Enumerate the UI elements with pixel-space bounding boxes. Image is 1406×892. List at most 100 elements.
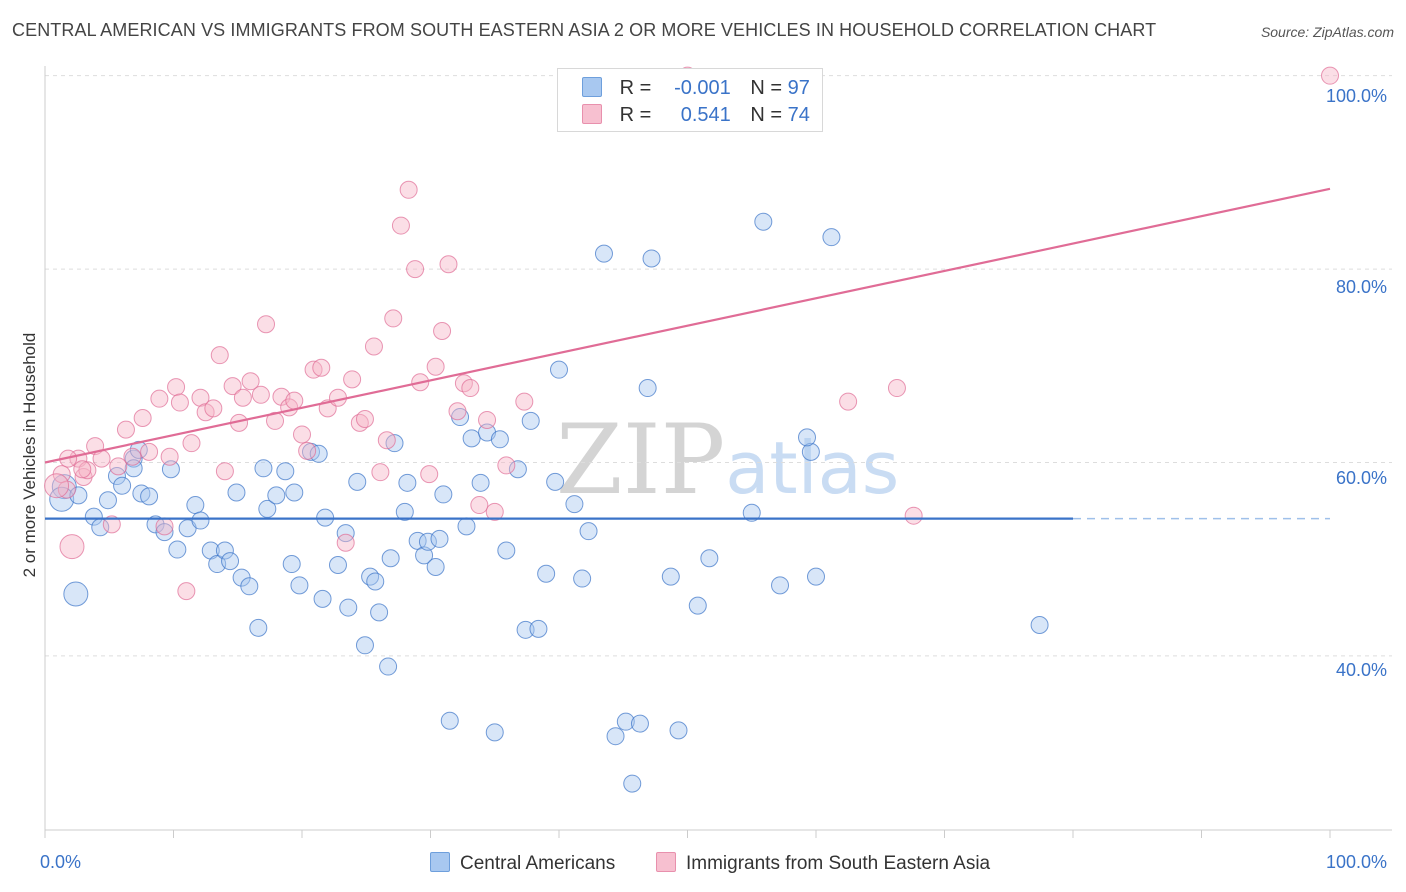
se-asia-trend-line — [44, 187, 1331, 464]
central-american-point-37 — [309, 444, 328, 463]
se-asia-point-46 — [364, 337, 383, 356]
central-american-point-70 — [529, 619, 548, 638]
central-american-point-17 — [168, 540, 187, 559]
se-asia-point-56 — [433, 321, 452, 340]
central-american-point-46 — [366, 572, 385, 591]
se-asia-point-52 — [406, 260, 425, 279]
se-asia-point-36 — [293, 425, 311, 444]
central-american-point-7 — [107, 467, 126, 486]
se-asia-point-19 — [177, 582, 196, 601]
legend-r-value: 0.541 — [680, 104, 731, 126]
se-asia-point-25 — [215, 462, 234, 481]
source-note: Source: ZipAtlas.com — [1260, 24, 1394, 40]
se-asia-point-67 — [839, 392, 858, 411]
se-asia-point-35 — [285, 391, 304, 410]
se-asia-point-9 — [109, 457, 128, 476]
central-american-point-8 — [113, 476, 132, 495]
y-axis-label: 2 or more Vehicles in Household — [20, 332, 39, 578]
se-asia-point-31 — [257, 315, 276, 334]
se-asia-point-70 — [1321, 66, 1339, 85]
se-asia-point-13 — [140, 442, 159, 461]
se-asia-point-62 — [478, 410, 497, 429]
central-american-point-50 — [398, 473, 417, 492]
se-asia-point-8 — [102, 515, 121, 534]
central-american-point-39 — [313, 589, 332, 608]
se-asia-point-16 — [160, 447, 179, 466]
se-asia-point-47 — [371, 463, 390, 482]
central-american-point-34 — [285, 483, 304, 502]
central-american-point-67 — [508, 460, 527, 479]
central-american-point-87 — [700, 549, 719, 568]
central-american-point-69 — [521, 411, 540, 430]
se-asia-point-29 — [241, 372, 260, 391]
central-american-point-19 — [186, 496, 205, 515]
se-asia-point-38 — [304, 360, 323, 379]
series-swatch-pink — [656, 852, 676, 872]
se-asia-point-28 — [233, 388, 252, 407]
se-asia-point-12 — [133, 409, 152, 428]
central-american-point-14 — [146, 515, 165, 534]
central-american-point-76 — [579, 522, 598, 541]
se-asia-point-73 — [44, 473, 70, 499]
legend-swatch-blue — [582, 77, 602, 97]
se-asia-point-60 — [461, 379, 480, 398]
se-asia-point-2 — [59, 534, 85, 560]
central-american-point-44 — [355, 636, 374, 655]
legend-swatch-pink — [582, 104, 602, 124]
central-american-point-66 — [497, 541, 516, 560]
central-american-point-73 — [550, 360, 568, 379]
se-asia-point-11 — [123, 447, 142, 466]
se-asia-point-55 — [426, 357, 445, 376]
se-asia-point-45 — [355, 409, 374, 428]
central-american-point-1 — [49, 486, 75, 512]
se-asia-point-72 — [73, 460, 92, 479]
y-tick-label-60: 60.0% — [1336, 468, 1388, 488]
central-american-point-42 — [339, 598, 358, 617]
central-american-point-86 — [688, 596, 707, 615]
se-asia-point-58 — [448, 402, 467, 421]
central-american-point-95 — [742, 503, 761, 522]
series-legend-central-americans: Central Americans — [430, 852, 615, 875]
central-american-point-45 — [361, 567, 380, 586]
se-asia-point-5 — [78, 461, 97, 480]
central-american-point-15 — [155, 523, 174, 542]
central-american-point-89 — [771, 576, 790, 595]
chart-title: CENTRAL AMERICAN VS IMMIGRANTS FROM SOUT… — [12, 20, 1157, 40]
se-asia-point-42 — [336, 533, 355, 552]
central-american-point-85 — [669, 721, 688, 740]
series-name: Central Americans — [460, 853, 616, 874]
legend-n-value: 97 — [787, 77, 810, 99]
central-american-point-31 — [267, 486, 286, 505]
se-asia-point-23 — [204, 399, 223, 418]
se-asia-point-41 — [328, 388, 347, 407]
central-american-point-93 — [1030, 615, 1049, 634]
se-asia-point-48 — [377, 431, 396, 450]
central-american-point-43 — [348, 472, 367, 491]
se-asia-point-61 — [470, 496, 489, 515]
central-american-point-84 — [661, 567, 680, 586]
se-asia-point-54 — [420, 465, 439, 484]
se-asia-point-39 — [312, 358, 331, 377]
central-american-point-41 — [336, 524, 355, 543]
central-american-point-25 — [227, 483, 246, 502]
y-tick-label-40: 40.0% — [1336, 660, 1388, 680]
central-american-point-94 — [798, 428, 817, 447]
legend-n-value: 74 — [787, 104, 810, 126]
se-asia-point-30 — [251, 385, 270, 404]
central-american-point-56 — [430, 529, 449, 548]
se-asia-point-51 — [399, 180, 418, 199]
watermark: ZIPatlas — [556, 404, 899, 516]
series-swatch-blue — [430, 852, 450, 872]
central-american-point-96 — [381, 549, 400, 568]
x-tick-label-0: 0.0% — [40, 852, 82, 872]
se-asia-point-43 — [343, 370, 362, 389]
central-american-point-78 — [616, 712, 635, 731]
se-asia-point-20 — [182, 434, 201, 453]
legend-r-label: R = — [619, 104, 652, 126]
legend-n-label: N = — [750, 77, 783, 99]
legend-row-central-americans: R = -0.001 N = 97 — [582, 77, 810, 100]
central-american-point-92 — [822, 228, 841, 247]
se-asia-point-21 — [191, 388, 210, 407]
se-asia-point-1 — [57, 480, 76, 499]
